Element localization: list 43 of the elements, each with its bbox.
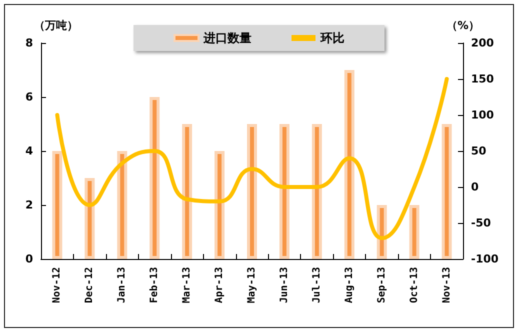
- x-tick-label: Feb-13: [149, 267, 160, 304]
- y-tick-label: 0: [25, 252, 34, 266]
- x-tick-label: Oct-13: [408, 267, 420, 304]
- y-tick-label: 8: [25, 36, 33, 50]
- bar: [409, 205, 420, 259]
- bar: [247, 124, 257, 259]
- legend-label: 环比: [320, 31, 344, 45]
- y-axis-title: （万吨）: [34, 19, 78, 32]
- bar: [312, 124, 322, 259]
- y-tick-label: 2: [25, 198, 33, 212]
- x-tick-label: Jan-13: [116, 267, 128, 304]
- x-tick-label: Apr-13: [214, 267, 226, 304]
- y2-tick-label: 150: [471, 72, 494, 86]
- y2-tick-label: -50: [471, 216, 492, 230]
- legend-label: 进口数量: [202, 31, 252, 45]
- line-series: [55, 77, 449, 240]
- y2-tick-label: 0: [471, 180, 479, 194]
- x-tick-label: Aug-13: [344, 267, 355, 304]
- x-tick-label: Jun-13: [278, 267, 290, 304]
- bar: [52, 151, 62, 259]
- x-tick-label: Dec-12: [84, 267, 96, 304]
- x-tick-label: Jul-13: [311, 267, 322, 304]
- bar: [344, 70, 354, 259]
- y2-tick-label: 100: [471, 108, 494, 122]
- bar: [84, 178, 95, 259]
- x-tick-label: Mar-13: [182, 267, 193, 304]
- bar: [117, 151, 128, 259]
- bar: [376, 205, 387, 259]
- bar: [150, 97, 160, 259]
- y2-tick-label: 50: [471, 144, 487, 158]
- bar: [442, 124, 452, 259]
- y2-tick-label: 200: [471, 36, 494, 50]
- y2-tick-label: -100: [471, 252, 499, 266]
- x-tick-label: May-13: [246, 267, 258, 304]
- bar: [214, 151, 225, 259]
- bar: [182, 124, 192, 259]
- x-tick-label: Nov-12: [52, 267, 63, 304]
- bar: [279, 124, 290, 259]
- y-tick-label: 6: [25, 90, 34, 104]
- y-tick-label: 4: [25, 144, 34, 158]
- x-tick-label: Sep-13: [376, 267, 388, 304]
- y2-axis-title: （%）: [446, 19, 480, 32]
- x-tick-label: Nov-13: [441, 267, 452, 304]
